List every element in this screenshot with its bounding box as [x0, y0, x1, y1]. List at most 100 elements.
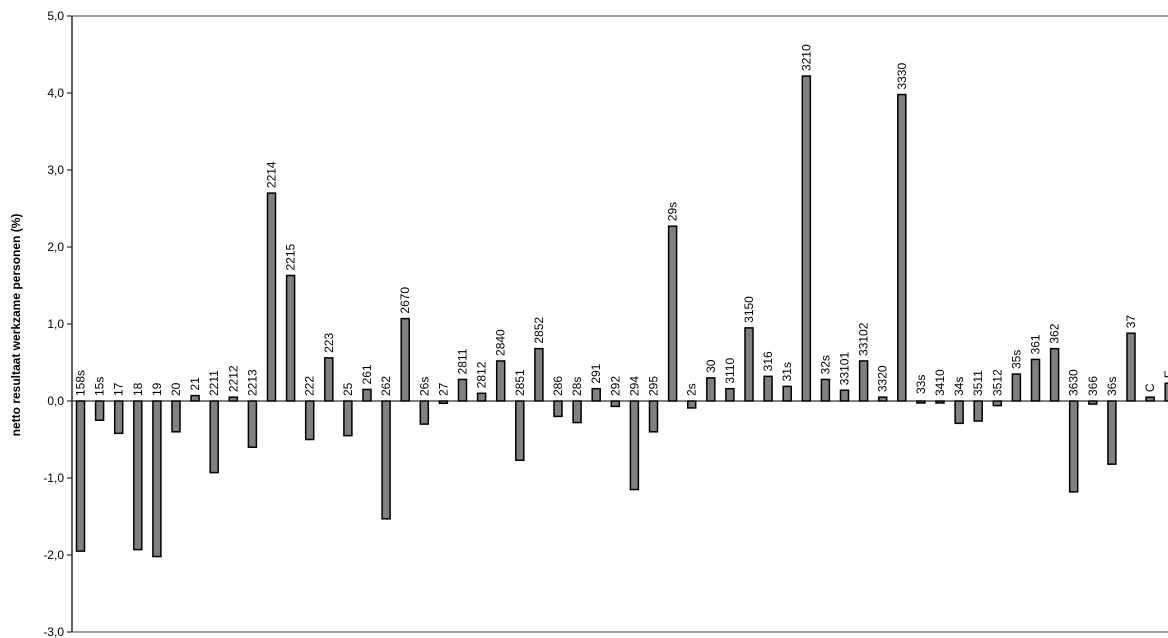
bar	[266, 192, 277, 402]
bar	[954, 400, 964, 425]
bar-category-label: 2s	[685, 383, 699, 396]
y-tick-label: -2,0	[43, 548, 64, 562]
bar	[973, 400, 983, 422]
y-tick-label: 4,0	[47, 86, 64, 100]
bar	[324, 357, 334, 402]
bar-category-label: 25	[341, 382, 355, 396]
bar-category-label: 32s	[818, 355, 832, 374]
bar	[171, 400, 181, 433]
bar-category-label: 37	[1124, 315, 1138, 329]
bar-category-label: 3320	[876, 365, 890, 392]
bar	[1145, 396, 1155, 402]
bar-category-label: 366	[1086, 376, 1100, 396]
bar-category-label: 2812	[475, 361, 489, 388]
bar-category-label: 21	[188, 377, 202, 391]
bar-category-label: 27	[436, 382, 450, 396]
bar	[113, 400, 124, 435]
y-tick-label: 2,0	[47, 240, 64, 254]
bar	[686, 400, 697, 409]
bar	[381, 400, 391, 520]
bar-category-label: 26s	[417, 377, 431, 396]
bar	[572, 400, 582, 424]
bar-category-label: 18	[131, 382, 145, 396]
bar-category-label: 294	[627, 376, 641, 396]
bar-category-label: 361	[1029, 334, 1043, 354]
bar	[648, 400, 659, 433]
bar	[725, 387, 735, 402]
bar	[820, 378, 831, 402]
bar	[553, 400, 563, 418]
bar-category-label: 316	[761, 351, 775, 371]
bar-category-label: 19	[150, 382, 164, 396]
bar-category-label: 36s	[1105, 377, 1119, 396]
bar-category-label: E	[1162, 370, 1168, 378]
bar	[228, 396, 239, 402]
bar	[75, 400, 86, 552]
bar-category-label: 33s	[914, 375, 928, 394]
bar-category-label: 295	[647, 376, 661, 396]
bar-category-label: 2213	[245, 369, 259, 396]
bar	[515, 400, 525, 462]
bar	[400, 317, 410, 402]
bar-category-label: 2211	[207, 370, 221, 396]
bar	[1011, 373, 1022, 402]
bar-category-label: 3150	[742, 296, 756, 323]
bar-category-label: 286	[551, 376, 565, 396]
bar	[667, 225, 678, 402]
bar-category-label: 20	[169, 382, 183, 396]
bar-category-label: 33102	[857, 322, 871, 356]
bar	[1030, 358, 1041, 402]
bar	[858, 360, 869, 402]
y-tick-label: 1,0	[47, 317, 64, 331]
bar-category-label: 28s	[570, 377, 584, 396]
bar	[1126, 332, 1136, 402]
bar	[152, 400, 162, 558]
bar	[610, 400, 621, 408]
bar-category-label: 31s	[780, 362, 794, 381]
bar-category-label: 3512	[990, 369, 1004, 396]
bar-category-label: 223	[322, 333, 336, 353]
bar-category-label: 34s	[952, 377, 966, 396]
y-tick-label: 5,0	[47, 9, 64, 23]
bar	[706, 377, 716, 402]
bar	[744, 327, 754, 402]
bar	[457, 378, 468, 402]
bar	[495, 360, 506, 402]
bar-category-label: 362	[1048, 323, 1062, 343]
bar-category-label: C	[1143, 383, 1157, 392]
bar	[763, 375, 773, 402]
y-tick-label: -1,0	[43, 471, 64, 485]
bar	[209, 400, 219, 474]
bar-category-label: 262	[379, 376, 393, 396]
y-tick-label: 0,0	[47, 394, 64, 408]
bar	[419, 400, 430, 425]
bar	[304, 400, 315, 441]
bar	[897, 93, 907, 402]
bar	[362, 388, 372, 402]
y-tick-label: -3,0	[43, 625, 64, 638]
bar-category-label: 261	[360, 364, 374, 384]
bar-category-label: 222	[303, 376, 317, 396]
bar-category-label: 35s	[1009, 350, 1023, 369]
bar-category-label: 17	[112, 382, 126, 396]
bar	[629, 400, 640, 491]
bar	[133, 400, 143, 551]
bar-category-label: 3511	[971, 370, 985, 396]
plot-frame	[71, 15, 1168, 633]
bar	[1164, 382, 1168, 402]
bar	[476, 392, 487, 402]
bar	[992, 400, 1003, 407]
bar	[782, 385, 792, 402]
bar-category-label: 29s	[666, 202, 680, 221]
bar-category-label: 3330	[895, 63, 909, 90]
bar-category-label: 15s	[93, 377, 107, 396]
bar-category-label: 3210	[799, 44, 813, 71]
bar	[190, 394, 200, 402]
bar	[247, 400, 258, 448]
bar	[839, 389, 850, 402]
bar-category-label: 3410	[933, 369, 947, 396]
bar	[534, 347, 544, 402]
bar	[343, 400, 353, 437]
